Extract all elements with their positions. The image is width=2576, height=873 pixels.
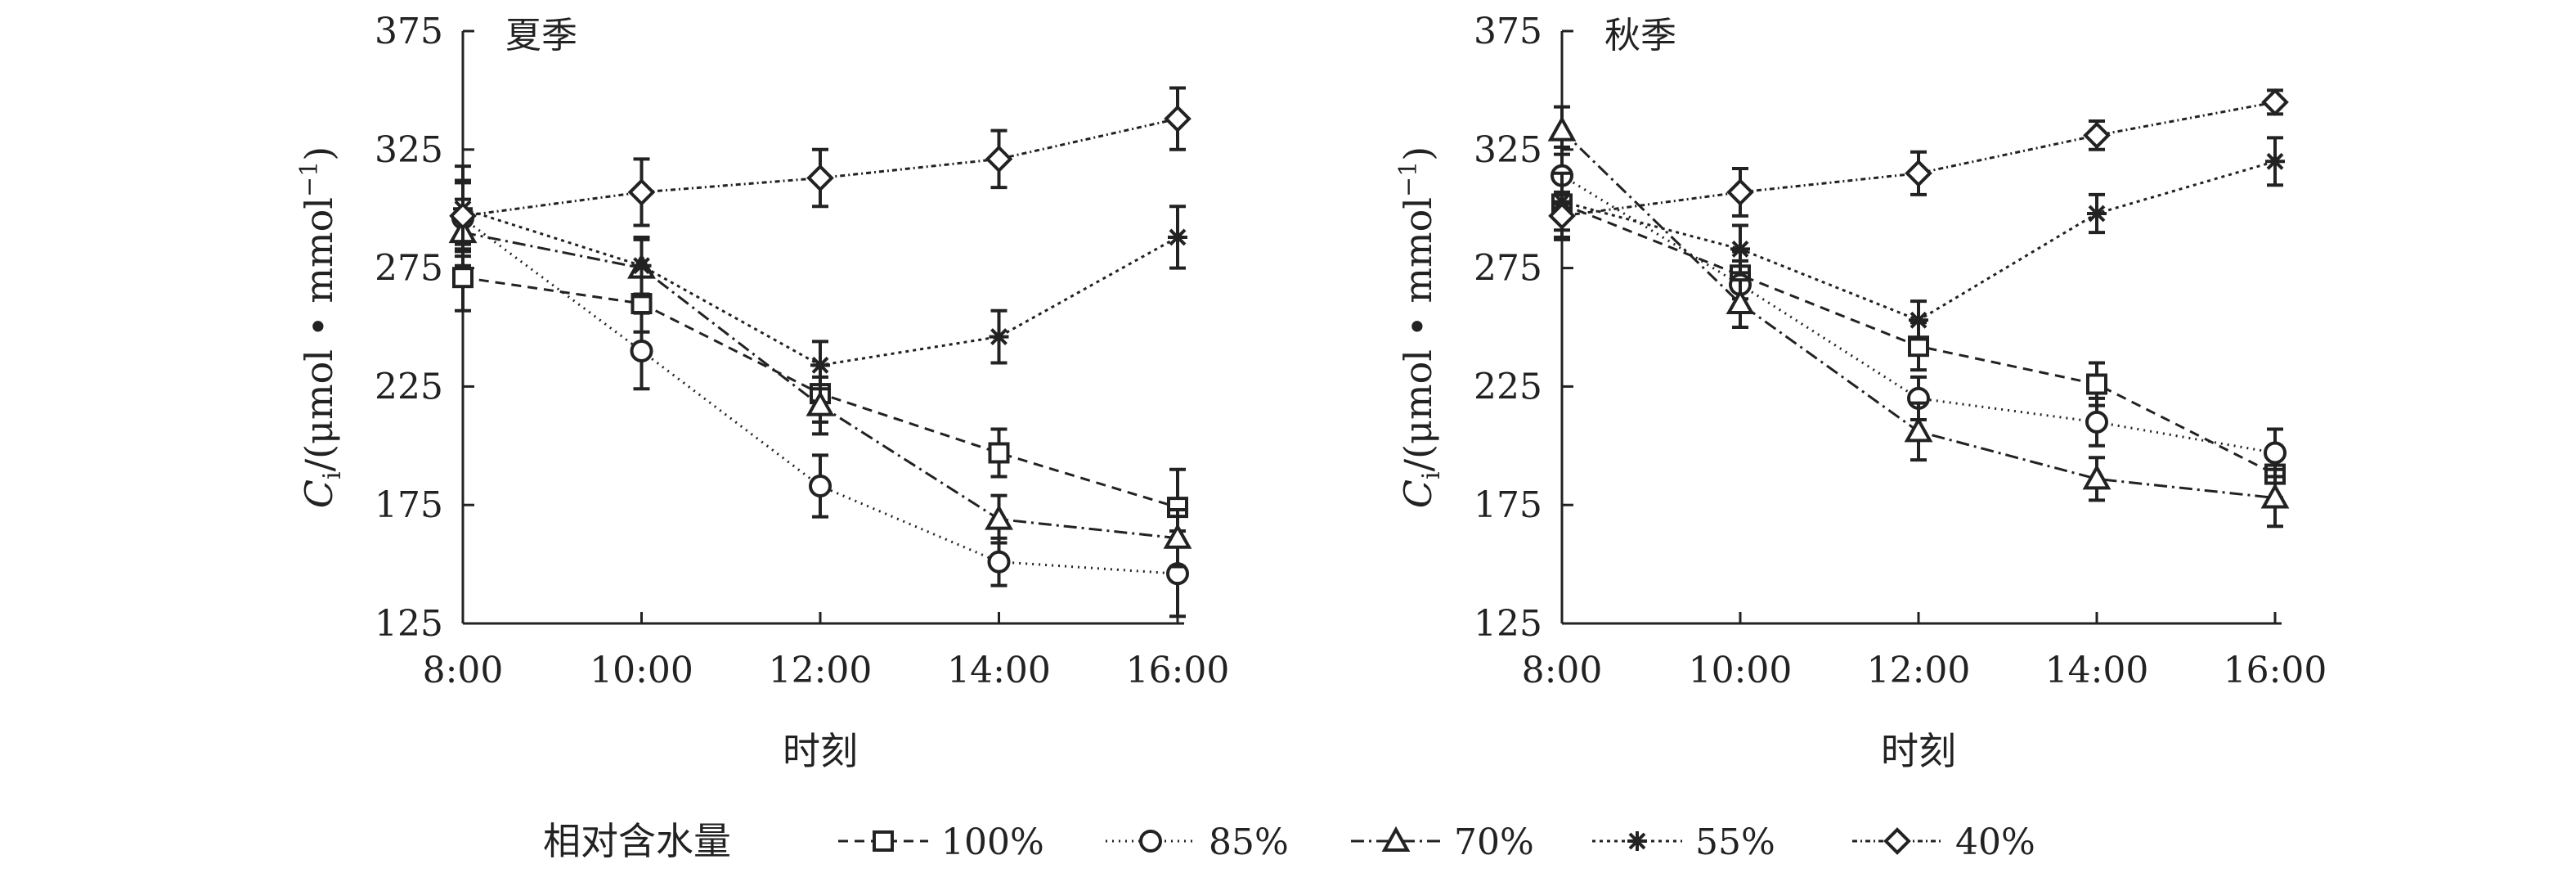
data-point [809,475,832,498]
data-point [985,504,1013,530]
legend-item-55pct: 55% [1592,821,1775,863]
series-line [1561,101,2276,218]
y-tick-label: 275 [375,248,443,290]
x-axis-title: 时刻 [1881,729,1956,773]
y-tick-label: 375 [375,11,443,52]
y-tick-label: 375 [1474,11,1542,52]
legend: 相对含水量 100% 85% 70% 55% 40% [543,819,2035,863]
data-point [2087,203,2107,223]
data-point [806,390,835,416]
x-tick-label: 8:00 [1522,650,1603,691]
data-point [1548,202,1576,230]
legend-item-40pct: 40% [1852,821,2035,863]
data-point [452,267,473,289]
data-point [2082,464,2112,490]
legend-label: 70% [1454,821,1534,863]
data-point [1547,115,1577,142]
legend-item-100pct: 100% [838,821,1044,863]
panel-title: 夏季 [505,15,577,56]
legend-marker [1627,831,1647,851]
series-55pct [1552,136,2285,341]
y-tick-label: 125 [1474,603,1542,645]
panel-title: 秋季 [1604,15,1676,56]
y-axis-title: Ci/(μmol • mmol−1) [295,146,347,508]
series-line [462,117,1178,218]
data-point [1730,239,1750,259]
data-point [806,164,834,192]
legend-item-85pct: 85% [1106,821,1289,863]
legend-title: 相对含水量 [543,819,731,863]
legend-marker [1883,827,1911,855]
data-point [810,355,830,376]
data-point [1726,288,1755,315]
data-point [1163,523,1192,549]
chart-panel-summer: 125 175 225 275 325 375 8:00 10:00 12:00 14:00 16:… [295,11,1229,773]
series-40pct [449,86,1192,251]
data-point [2264,441,2287,465]
data-point [2086,373,2107,395]
data-point [2083,121,2111,150]
x-tick-label: 14:00 [2045,650,2149,691]
legend-item-70pct: 70% [1351,821,1534,863]
x-tick-label: 8:00 [423,650,504,691]
data-point [989,326,1009,347]
x-tick-label: 10:00 [1689,650,1793,691]
data-point [627,178,656,206]
legend-marker [1139,830,1162,853]
y-tick-label: 275 [1474,248,1542,290]
data-point [2260,483,2290,509]
legend-label: 100% [941,821,1044,863]
x-tick-label: 14:00 [947,650,1051,691]
y-tick-label: 175 [375,484,443,526]
x-axis-title: 时刻 [783,729,858,773]
series-55pct [453,164,1187,391]
legend-marker [873,830,894,852]
x-tick-label: 10:00 [590,650,693,691]
data-point [1726,178,1754,206]
y-tick-label: 225 [375,366,443,407]
data-point [2265,151,2285,172]
data-point [987,550,1011,574]
data-point [1164,105,1192,133]
series-70pct [1547,105,2290,529]
legend-label: 40% [1955,821,2035,863]
y-tick-label: 175 [1474,484,1542,526]
y-tick-label: 225 [1474,366,1542,407]
legend-marker [1381,826,1411,852]
data-point [985,145,1013,173]
chart-panel-autumn: 125 175 225 275 325 375 8:00 10:00 12:00 14:00 16:… [1394,11,2327,773]
y-tick-label: 125 [375,603,443,645]
data-point [2085,410,2108,434]
y-tick-label: 325 [375,129,443,171]
data-point [1168,227,1187,247]
data-point [1905,159,1932,187]
x-tick-label: 12:00 [1867,650,1971,691]
data-point [2261,88,2289,116]
y-axis-title: Ci/(μmol • mmol−1) [1394,146,1446,508]
x-tick-label: 16:00 [2224,650,2327,691]
data-point [449,202,477,230]
legend-label: 55% [1695,821,1775,863]
data-point [1904,416,1933,443]
x-tick-label: 12:00 [769,650,873,691]
x-tick-label: 16:00 [1126,650,1230,691]
data-point [630,339,653,362]
series-40pct [1548,88,2289,241]
data-point [1909,310,1928,331]
y-tick-label: 325 [1474,129,1542,171]
data-point [631,255,652,276]
legend-label: 85% [1209,821,1289,863]
data-point [988,442,1010,464]
